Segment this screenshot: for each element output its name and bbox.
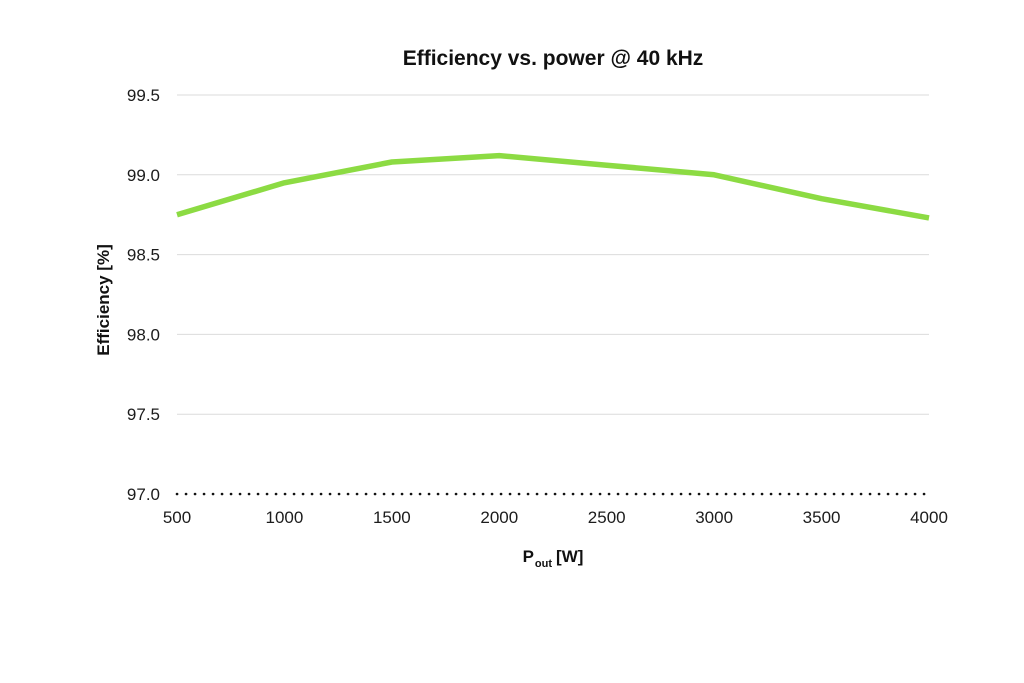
x-tick-label: 500	[163, 508, 191, 527]
x-tick-label: 1000	[266, 508, 304, 527]
y-tick-label: 97.0	[127, 485, 160, 504]
x-tick-label: 1500	[373, 508, 411, 527]
x-axis-title-symbol: P	[522, 547, 534, 566]
y-tick-label: 97.5	[127, 405, 160, 424]
x-tick-label: 4000	[910, 508, 948, 527]
x-tick-label: 2000	[480, 508, 518, 527]
x-axis-title-unit: [W]	[556, 547, 584, 566]
x-axis-title: Pout [W]	[177, 547, 929, 570]
x-tick-label: 3500	[803, 508, 841, 527]
x-tick-label: 3000	[695, 508, 733, 527]
y-axis-title: Efficiency [%]	[94, 244, 113, 356]
x-tick-label: 2500	[588, 508, 626, 527]
y-tick-label: 99.0	[127, 166, 160, 185]
chart-title: Efficiency vs. power @ 40 kHz	[402, 47, 704, 70]
y-tick-label: 98.5	[127, 246, 160, 265]
y-tick-label: 98.0	[127, 325, 160, 344]
x-axis-title-subscript: out	[534, 558, 553, 570]
y-tick-label: 99.5	[127, 86, 160, 105]
efficiency-line	[176, 152, 930, 221]
